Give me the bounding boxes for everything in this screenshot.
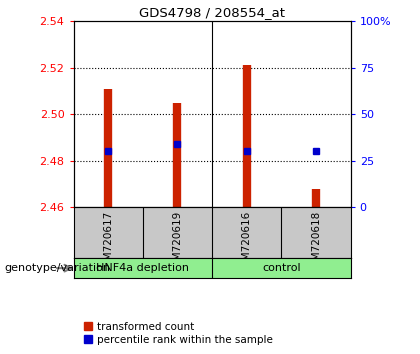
Title: GDS4798 / 208554_at: GDS4798 / 208554_at [139,6,285,19]
Text: GSM720616: GSM720616 [242,211,252,274]
Text: control: control [262,263,301,273]
Text: GSM720618: GSM720618 [311,211,321,274]
Legend: transformed count, percentile rank within the sample: transformed count, percentile rank withi… [79,317,278,349]
Text: GSM720619: GSM720619 [173,211,182,274]
Text: HNF4a depletion: HNF4a depletion [96,263,189,273]
Text: GSM720617: GSM720617 [103,211,113,274]
Text: genotype/variation: genotype/variation [4,263,110,273]
